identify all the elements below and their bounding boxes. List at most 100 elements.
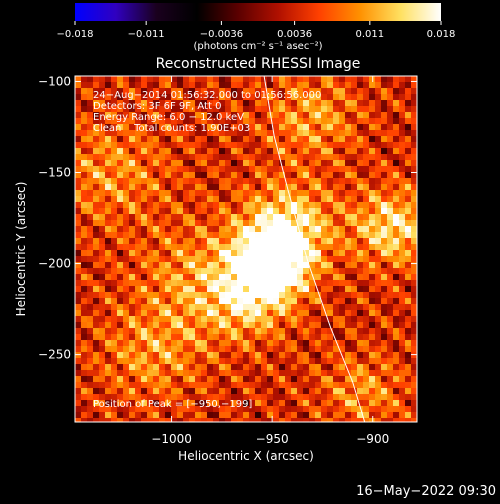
heatmap-cell	[147, 394, 153, 400]
heatmap-cell	[105, 412, 111, 418]
heatmap-cell	[309, 292, 315, 298]
heatmap-cell	[93, 304, 99, 310]
heatmap-cell	[255, 82, 261, 88]
heatmap-cell	[207, 262, 213, 268]
heatmap-cell	[315, 334, 321, 340]
heatmap-cell	[381, 406, 387, 412]
heatmap-cell	[105, 124, 111, 130]
heatmap-cell	[189, 124, 195, 130]
heatmap-cell	[387, 280, 393, 286]
heatmap-cell	[231, 208, 237, 214]
heatmap-cell	[315, 160, 321, 166]
heatmap-cell	[261, 352, 267, 358]
heatmap-cell	[153, 340, 159, 346]
heatmap-cell	[195, 376, 201, 382]
heatmap-cell	[255, 418, 261, 422]
heatmap-cell	[411, 334, 417, 340]
heatmap-cell	[225, 166, 231, 172]
heatmap-cell	[129, 400, 135, 406]
heatmap-cell	[309, 118, 315, 124]
heatmap-cell	[201, 238, 207, 244]
heatmap-cell	[105, 106, 111, 112]
heatmap-cell	[189, 334, 195, 340]
heatmap-cell	[393, 220, 399, 226]
heatmap-cell	[81, 232, 87, 238]
heatmap-cell	[87, 388, 93, 394]
heatmap-cell	[183, 202, 189, 208]
heatmap-cell	[135, 142, 141, 148]
heatmap-cell	[369, 214, 375, 220]
heatmap-cell	[399, 100, 405, 106]
heatmap-cell	[117, 106, 123, 112]
heatmap-cell	[333, 346, 339, 352]
heatmap-cell	[291, 346, 297, 352]
heatmap-cell	[135, 340, 141, 346]
heatmap-cell	[189, 142, 195, 148]
heatmap-cell	[339, 250, 345, 256]
heatmap-cell	[141, 388, 147, 394]
heatmap-cell	[363, 346, 369, 352]
heatmap-cell	[207, 412, 213, 418]
heatmap-cell	[141, 196, 147, 202]
heatmap-cell	[129, 136, 135, 142]
heatmap-cell	[315, 94, 321, 100]
heatmap-cell	[99, 262, 105, 268]
heatmap-cell	[237, 304, 243, 310]
heatmap-cell	[249, 250, 255, 256]
heatmap-cell	[165, 256, 171, 262]
heatmap-cell	[87, 274, 93, 280]
heatmap-cell	[339, 118, 345, 124]
heatmap-cell	[213, 346, 219, 352]
heatmap-cell	[357, 196, 363, 202]
heatmap-cell	[405, 388, 411, 394]
heatmap-cell	[147, 352, 153, 358]
heatmap-cell	[285, 316, 291, 322]
heatmap-cell	[129, 112, 135, 118]
heatmap-cell	[399, 88, 405, 94]
heatmap-cell	[75, 100, 81, 106]
heatmap-cell	[333, 202, 339, 208]
heatmap-cell	[267, 322, 273, 328]
heatmap-cell	[273, 208, 279, 214]
heatmap-cell	[393, 352, 399, 358]
heatmap-cell	[177, 310, 183, 316]
heatmap-cell	[147, 346, 153, 352]
heatmap-cell	[285, 250, 291, 256]
heatmap-cell	[219, 118, 225, 124]
heatmap-cell	[375, 274, 381, 280]
heatmap-cell	[405, 166, 411, 172]
heatmap-cell	[357, 214, 363, 220]
heatmap-cell	[231, 232, 237, 238]
heatmap-cell	[393, 370, 399, 376]
heatmap-cell	[297, 256, 303, 262]
heatmap-cell	[213, 358, 219, 364]
heatmap-cell	[207, 136, 213, 142]
heatmap-cell	[159, 166, 165, 172]
heatmap-cell	[147, 88, 153, 94]
heatmap-cell	[261, 238, 267, 244]
heatmap-cell	[393, 274, 399, 280]
heatmap-cell	[177, 298, 183, 304]
heatmap-cell	[405, 322, 411, 328]
heatmap-cell	[189, 298, 195, 304]
heatmap-cell	[255, 142, 261, 148]
heatmap-cell	[261, 328, 267, 334]
heatmap-cell	[111, 154, 117, 160]
heatmap-cell	[195, 220, 201, 226]
heatmap-cell	[225, 172, 231, 178]
heatmap-cell	[351, 160, 357, 166]
heatmap-cell	[147, 226, 153, 232]
heatmap-cell	[147, 274, 153, 280]
heatmap-cell	[207, 82, 213, 88]
heatmap-cell	[231, 304, 237, 310]
heatmap-cell	[189, 160, 195, 166]
heatmap-cell	[303, 112, 309, 118]
heatmap-cell	[87, 394, 93, 400]
heatmap-cell	[345, 406, 351, 412]
heatmap-cell	[255, 322, 261, 328]
heatmap-cell	[339, 268, 345, 274]
heatmap-cell	[381, 142, 387, 148]
heatmap-cell	[231, 76, 237, 82]
heatmap-cell	[117, 124, 123, 130]
heatmap-cell	[165, 412, 171, 418]
